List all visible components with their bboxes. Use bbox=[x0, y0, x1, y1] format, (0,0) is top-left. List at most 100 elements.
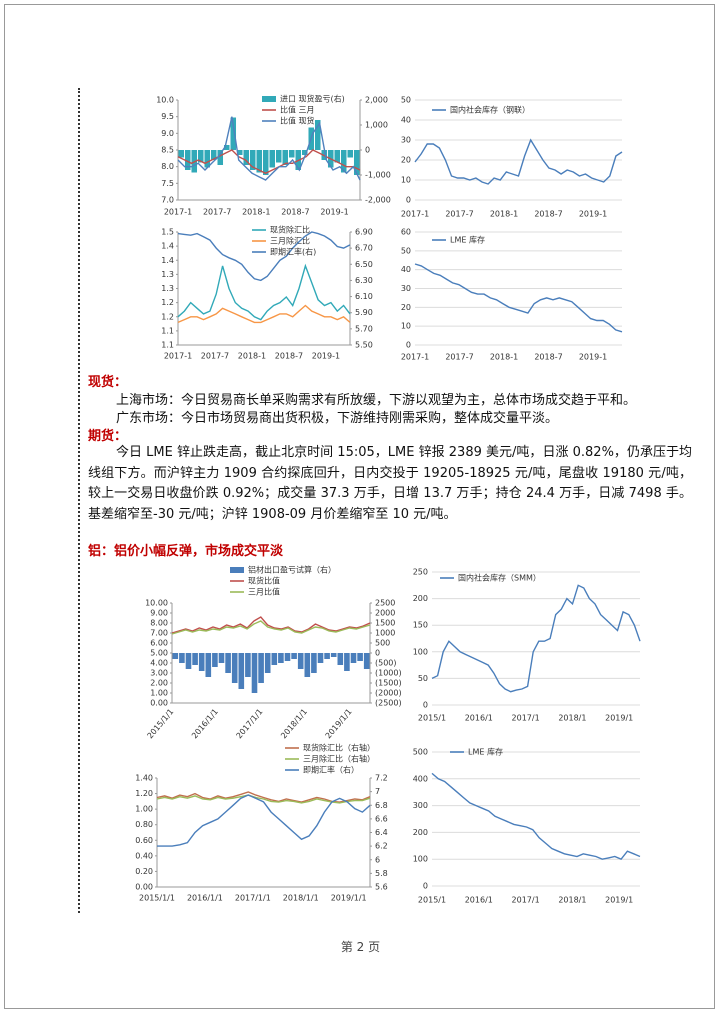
y-tick-label: 300 bbox=[413, 801, 428, 810]
line-series bbox=[156, 791, 371, 803]
y-tick-label: 7.00 bbox=[150, 629, 168, 638]
bar bbox=[301, 150, 308, 155]
y-tick-label: 1.00 bbox=[135, 805, 153, 814]
bar bbox=[347, 150, 354, 158]
x-tick-label: 2018-7 bbox=[281, 208, 309, 217]
y2-tick-label: 6.2 bbox=[375, 842, 388, 851]
bar bbox=[317, 653, 324, 663]
y-tick-label: 1.4 bbox=[161, 256, 174, 265]
bar bbox=[275, 150, 282, 163]
legend-label: 即期汇率(右) bbox=[270, 247, 316, 257]
bar bbox=[236, 150, 243, 155]
x-tick-label: 2019/1 bbox=[605, 896, 633, 905]
y-tick-label: 500 bbox=[413, 748, 428, 757]
x-tick-label: 2019/1/1 bbox=[331, 894, 367, 903]
y2-tick-label: 1000 bbox=[375, 629, 395, 638]
legend-swatch bbox=[262, 96, 276, 102]
y-tick-label: 100 bbox=[413, 855, 428, 864]
bar bbox=[330, 653, 337, 657]
y-tick-label: 2.00 bbox=[150, 679, 168, 688]
legend-label: LME 库存 bbox=[450, 235, 485, 245]
section-heading: 现货： bbox=[88, 375, 128, 390]
y2-tick-label: (2500) bbox=[375, 699, 402, 708]
y2-tick-label: 1,000 bbox=[365, 121, 388, 130]
bar bbox=[218, 653, 225, 663]
y2-tick-label: 6.50 bbox=[355, 260, 373, 269]
bar bbox=[344, 653, 350, 671]
y-tick-label: 150 bbox=[413, 621, 428, 630]
legend-label: LME 库存 bbox=[468, 747, 503, 757]
y2-tick-label: 5.6 bbox=[375, 883, 388, 892]
x-tick-label: 2017/1/1 bbox=[235, 707, 265, 740]
bar bbox=[217, 150, 224, 165]
y-tick-label: 30 bbox=[401, 136, 411, 145]
x-tick-label: 2017-7 bbox=[203, 208, 231, 217]
bar bbox=[230, 117, 237, 150]
x-tick-label: 2018-7 bbox=[534, 353, 562, 362]
x-tick-label: 2019-1 bbox=[579, 210, 607, 219]
y-tick-label: 40 bbox=[401, 265, 411, 274]
paragraph: 今日 LME 锌止跌走高，截止北京时间 15:05，LME 锌报 2389 美元… bbox=[88, 445, 692, 522]
y-tick-label: 200 bbox=[413, 828, 428, 837]
bar bbox=[314, 120, 321, 150]
y2-tick-label: 2500 bbox=[375, 599, 395, 608]
y2-tick-label: 6.90 bbox=[355, 228, 373, 237]
page-border bbox=[4, 4, 715, 1009]
section-heading: 铝：铝价小幅反弹，市场成交平淡 bbox=[88, 544, 284, 559]
bar bbox=[282, 150, 289, 165]
line-series bbox=[414, 138, 623, 185]
y-tick-label: 1.2 bbox=[161, 298, 174, 307]
bar bbox=[324, 653, 330, 659]
page-footer: 第 2 页 bbox=[340, 940, 381, 954]
bar bbox=[231, 653, 238, 683]
bar bbox=[205, 653, 212, 677]
y2-tick-label: (500) bbox=[375, 659, 397, 668]
x-tick-label: 2016/1/1 bbox=[190, 707, 220, 740]
y-tick-label: 7.5 bbox=[161, 179, 174, 188]
line-series bbox=[177, 304, 351, 324]
legend-label: 国内社会库存（SMM） bbox=[458, 573, 541, 583]
x-tick-label: 2017/1 bbox=[512, 714, 540, 723]
y-tick-label: 1.1 bbox=[161, 341, 174, 350]
line-series bbox=[414, 263, 623, 333]
x-tick-label: 2017-7 bbox=[201, 352, 229, 361]
bar bbox=[251, 653, 258, 693]
bar bbox=[178, 150, 185, 158]
y-tick-label: 1.1 bbox=[161, 326, 174, 335]
bar bbox=[269, 150, 276, 168]
bar bbox=[357, 653, 363, 661]
x-tick-label: 2015/1/1 bbox=[139, 894, 175, 903]
bar bbox=[262, 150, 269, 175]
bar bbox=[340, 150, 347, 173]
y-tick-label: 0 bbox=[406, 341, 411, 350]
x-tick-label: 2015/1/1 bbox=[145, 707, 175, 740]
y-tick-label: 40 bbox=[401, 116, 411, 125]
y-tick-label: 8.5 bbox=[161, 146, 174, 155]
y-tick-label: 9.0 bbox=[161, 129, 174, 138]
y-tick-label: 0.00 bbox=[150, 699, 168, 708]
x-tick-label: 2018-1 bbox=[238, 352, 266, 361]
y-tick-label: 6.00 bbox=[150, 639, 168, 648]
y-tick-label: 50 bbox=[418, 674, 428, 683]
legend-label: 现货比值 bbox=[248, 576, 280, 586]
y2-tick-label: 7 bbox=[375, 787, 380, 796]
margin-line bbox=[78, 88, 80, 913]
y-tick-label: 0 bbox=[406, 196, 411, 205]
bar bbox=[297, 653, 304, 669]
y-tick-label: 1.3 bbox=[161, 284, 174, 293]
x-tick-label: 2018-1 bbox=[242, 208, 270, 217]
y-tick-label: 10.00 bbox=[145, 599, 168, 608]
bar bbox=[337, 653, 344, 665]
bar bbox=[363, 653, 370, 669]
x-tick-label: 2017-1 bbox=[401, 353, 429, 362]
x-tick-label: 2019-1 bbox=[320, 208, 348, 217]
y-tick-label: 0.40 bbox=[135, 851, 153, 860]
x-tick-label: 2018/1/1 bbox=[283, 894, 319, 903]
y-tick-label: 50 bbox=[401, 246, 411, 255]
x-tick-label: 2017-1 bbox=[164, 208, 192, 217]
y-tick-label: 60 bbox=[401, 228, 411, 237]
legend-label: 进口 现货盈亏(右) bbox=[280, 94, 345, 104]
y2-tick-label: 5.70 bbox=[355, 324, 373, 333]
y2-tick-label: 5.90 bbox=[355, 308, 373, 317]
x-tick-label: 2018/1 bbox=[558, 896, 586, 905]
